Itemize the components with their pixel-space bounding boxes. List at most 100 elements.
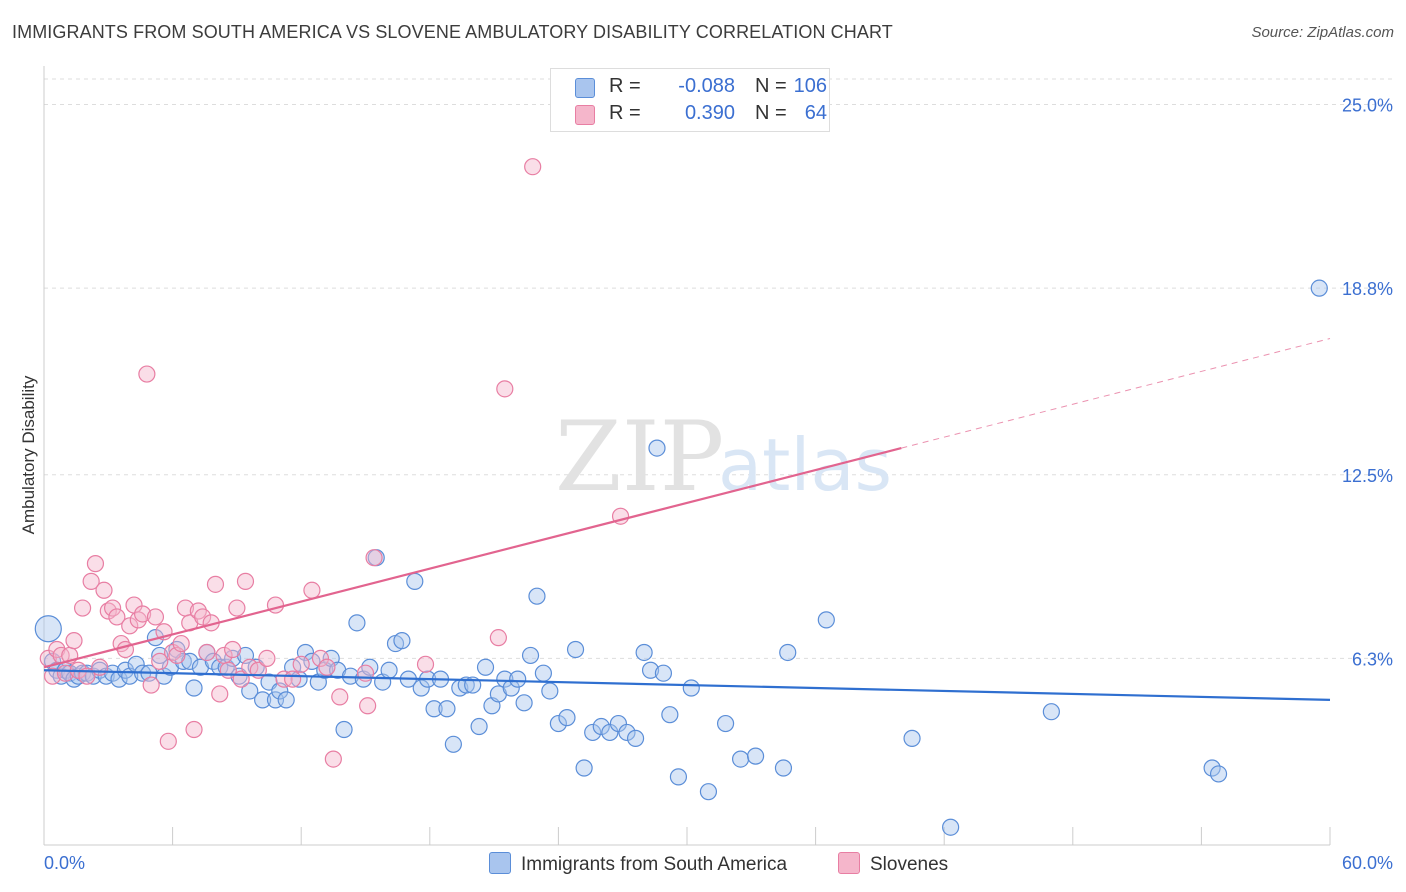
data-point-slovenes [146, 608, 165, 626]
data-point-south-america [515, 694, 533, 712]
data-point-south-america [528, 587, 546, 605]
data-point-slovenes [524, 158, 542, 176]
x-tick-label: 60.0% [1342, 853, 1393, 873]
data-point-south-america [425, 700, 443, 718]
data-point-south-america [496, 670, 514, 688]
data-point-slovenes [258, 649, 276, 667]
data-point-south-america [817, 611, 835, 629]
data-point-south-america [592, 717, 610, 736]
data-point-south-america [699, 783, 718, 801]
data-point-slovenes [206, 575, 225, 593]
data-point-south-america [746, 747, 765, 765]
data-point-south-america [1310, 279, 1328, 297]
y-tick-label: 25.0% [1342, 96, 1393, 116]
trend-line-south-america [43, 669, 1331, 701]
data-point-south-america [682, 679, 700, 697]
data-point-south-america [942, 818, 960, 836]
data-point-slovenes [185, 720, 203, 739]
data-point-slovenes [365, 549, 383, 567]
x-tick-label: 0.0% [44, 853, 85, 873]
bottom-legend-item-pink: Slovenes [838, 852, 948, 876]
data-point-slovenes [284, 670, 302, 688]
data-point-south-america [534, 664, 552, 682]
data-point-slovenes [172, 634, 190, 653]
data-point-south-america [731, 750, 750, 768]
bottom-legend-label: Slovenes [870, 854, 949, 875]
data-point-slovenes [138, 365, 156, 383]
y-tick-label: 12.5% [1342, 466, 1393, 486]
data-point-slovenes [121, 617, 139, 635]
data-point-south-america [393, 632, 411, 650]
data-point-south-america [438, 700, 456, 718]
data-point-south-america [618, 723, 636, 742]
legend-n-value: 64 [804, 102, 827, 124]
data-point-slovenes [95, 581, 113, 599]
data-point-south-america [470, 717, 488, 736]
data-point-south-america [558, 709, 576, 727]
data-point-slovenes [65, 632, 83, 650]
data-point-slovenes [489, 629, 507, 647]
bottom-legend-swatch-pink [838, 852, 860, 874]
data-point-south-america [1042, 703, 1060, 721]
legend-r-value: -0.088 [678, 75, 735, 97]
data-point-slovenes [194, 608, 212, 626]
data-point-south-america [903, 729, 921, 747]
data-point-slovenes [359, 697, 377, 715]
data-point-slovenes [228, 599, 246, 617]
data-point-south-america [348, 614, 366, 632]
data-point-slovenes [103, 599, 122, 617]
watermark: ZIP atlas [555, 401, 892, 513]
data-point-south-america [654, 664, 673, 682]
tick-labels: 6.3% 12.5% 18.8% 25.0% 0.0% 60.0% [44, 96, 1393, 873]
legend-n-label: N = [755, 102, 787, 124]
trend-lines [43, 338, 1331, 701]
data-point-south-america [626, 729, 645, 747]
bottom-legend-label: Immigrants from South America [521, 854, 788, 875]
data-point-south-america [444, 735, 462, 753]
data-point-slovenes [311, 649, 330, 667]
data-point-south-america [584, 723, 602, 742]
data-point-south-america [641, 661, 660, 679]
data-point-south-america [566, 640, 585, 659]
data-point-south-america [509, 670, 527, 688]
data-point-south-america [241, 682, 259, 700]
data-point-slovenes [43, 667, 62, 685]
data-point-south-america [669, 768, 688, 786]
data-point-slovenes [86, 555, 105, 573]
data-points [34, 158, 1328, 836]
data-point-slovenes [151, 652, 169, 670]
y-tick-label: 18.8% [1342, 279, 1393, 299]
data-point-slovenes [211, 685, 229, 703]
correlation-legend: R = -0.088 N = 106 R = 0.390 N = 64 [550, 68, 830, 132]
data-point-south-america [406, 572, 424, 590]
data-point-slovenes [496, 380, 514, 398]
data-point-south-america [1209, 765, 1228, 783]
watermark-atlas: atlas [718, 423, 892, 507]
watermark-zip: ZIP [555, 401, 724, 513]
data-point-slovenes [292, 655, 310, 673]
data-point-south-america [661, 706, 679, 724]
grid-lines [44, 78, 1392, 659]
trend-line-slovenes-extension [901, 338, 1331, 449]
data-point-south-america [151, 646, 169, 665]
legend-swatch-blue [575, 78, 595, 98]
data-point-south-america [774, 759, 793, 777]
source-label: Source: ZipAtlas.com [1251, 24, 1394, 41]
trend-line-slovenes [43, 447, 902, 669]
data-point-slovenes [416, 655, 435, 673]
data-point-slovenes [133, 605, 152, 623]
legend-swatch-pink [575, 105, 595, 125]
data-point-slovenes [159, 732, 177, 750]
y-axis-label: Ambulatory Disability [19, 375, 38, 534]
data-point-slovenes [331, 688, 349, 706]
legend-n-label: N = [755, 75, 787, 97]
data-point-south-america [380, 661, 398, 679]
y-tick-label: 6.3% [1352, 649, 1393, 669]
legend-r-value: 0.390 [684, 102, 735, 124]
data-point-south-america [575, 759, 593, 777]
data-point-south-america [476, 658, 495, 676]
data-point-slovenes [56, 664, 75, 682]
axes [43, 66, 1331, 846]
data-point-south-america [648, 439, 666, 457]
